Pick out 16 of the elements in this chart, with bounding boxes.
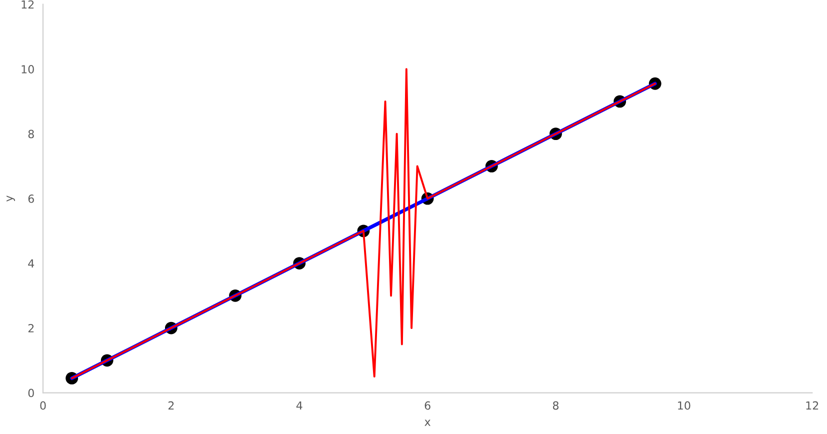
- x-tick-label: 0: [40, 401, 46, 410]
- y-tick-label: 8: [28, 130, 34, 138]
- y-tick-label: 0: [28, 388, 34, 398]
- y-tick-label: 10: [22, 65, 34, 74]
- x-tick-label: 8: [552, 401, 559, 410]
- x-tick-label: 12: [806, 401, 818, 410]
- y-tick-label: 2: [28, 324, 34, 332]
- x-tick-label: 2: [168, 401, 174, 410]
- y-tick-label: 12: [22, 0, 34, 9]
- x-tick-label: 10: [678, 401, 690, 410]
- x-axis-title: x: [424, 420, 430, 426]
- x-tick-label: 4: [296, 401, 302, 410]
- x-tick-label: 6: [424, 401, 430, 410]
- y-tick-label: 4: [28, 259, 34, 268]
- y-tick-label: 6: [28, 194, 34, 203]
- y-axis-title: y: [6, 196, 15, 202]
